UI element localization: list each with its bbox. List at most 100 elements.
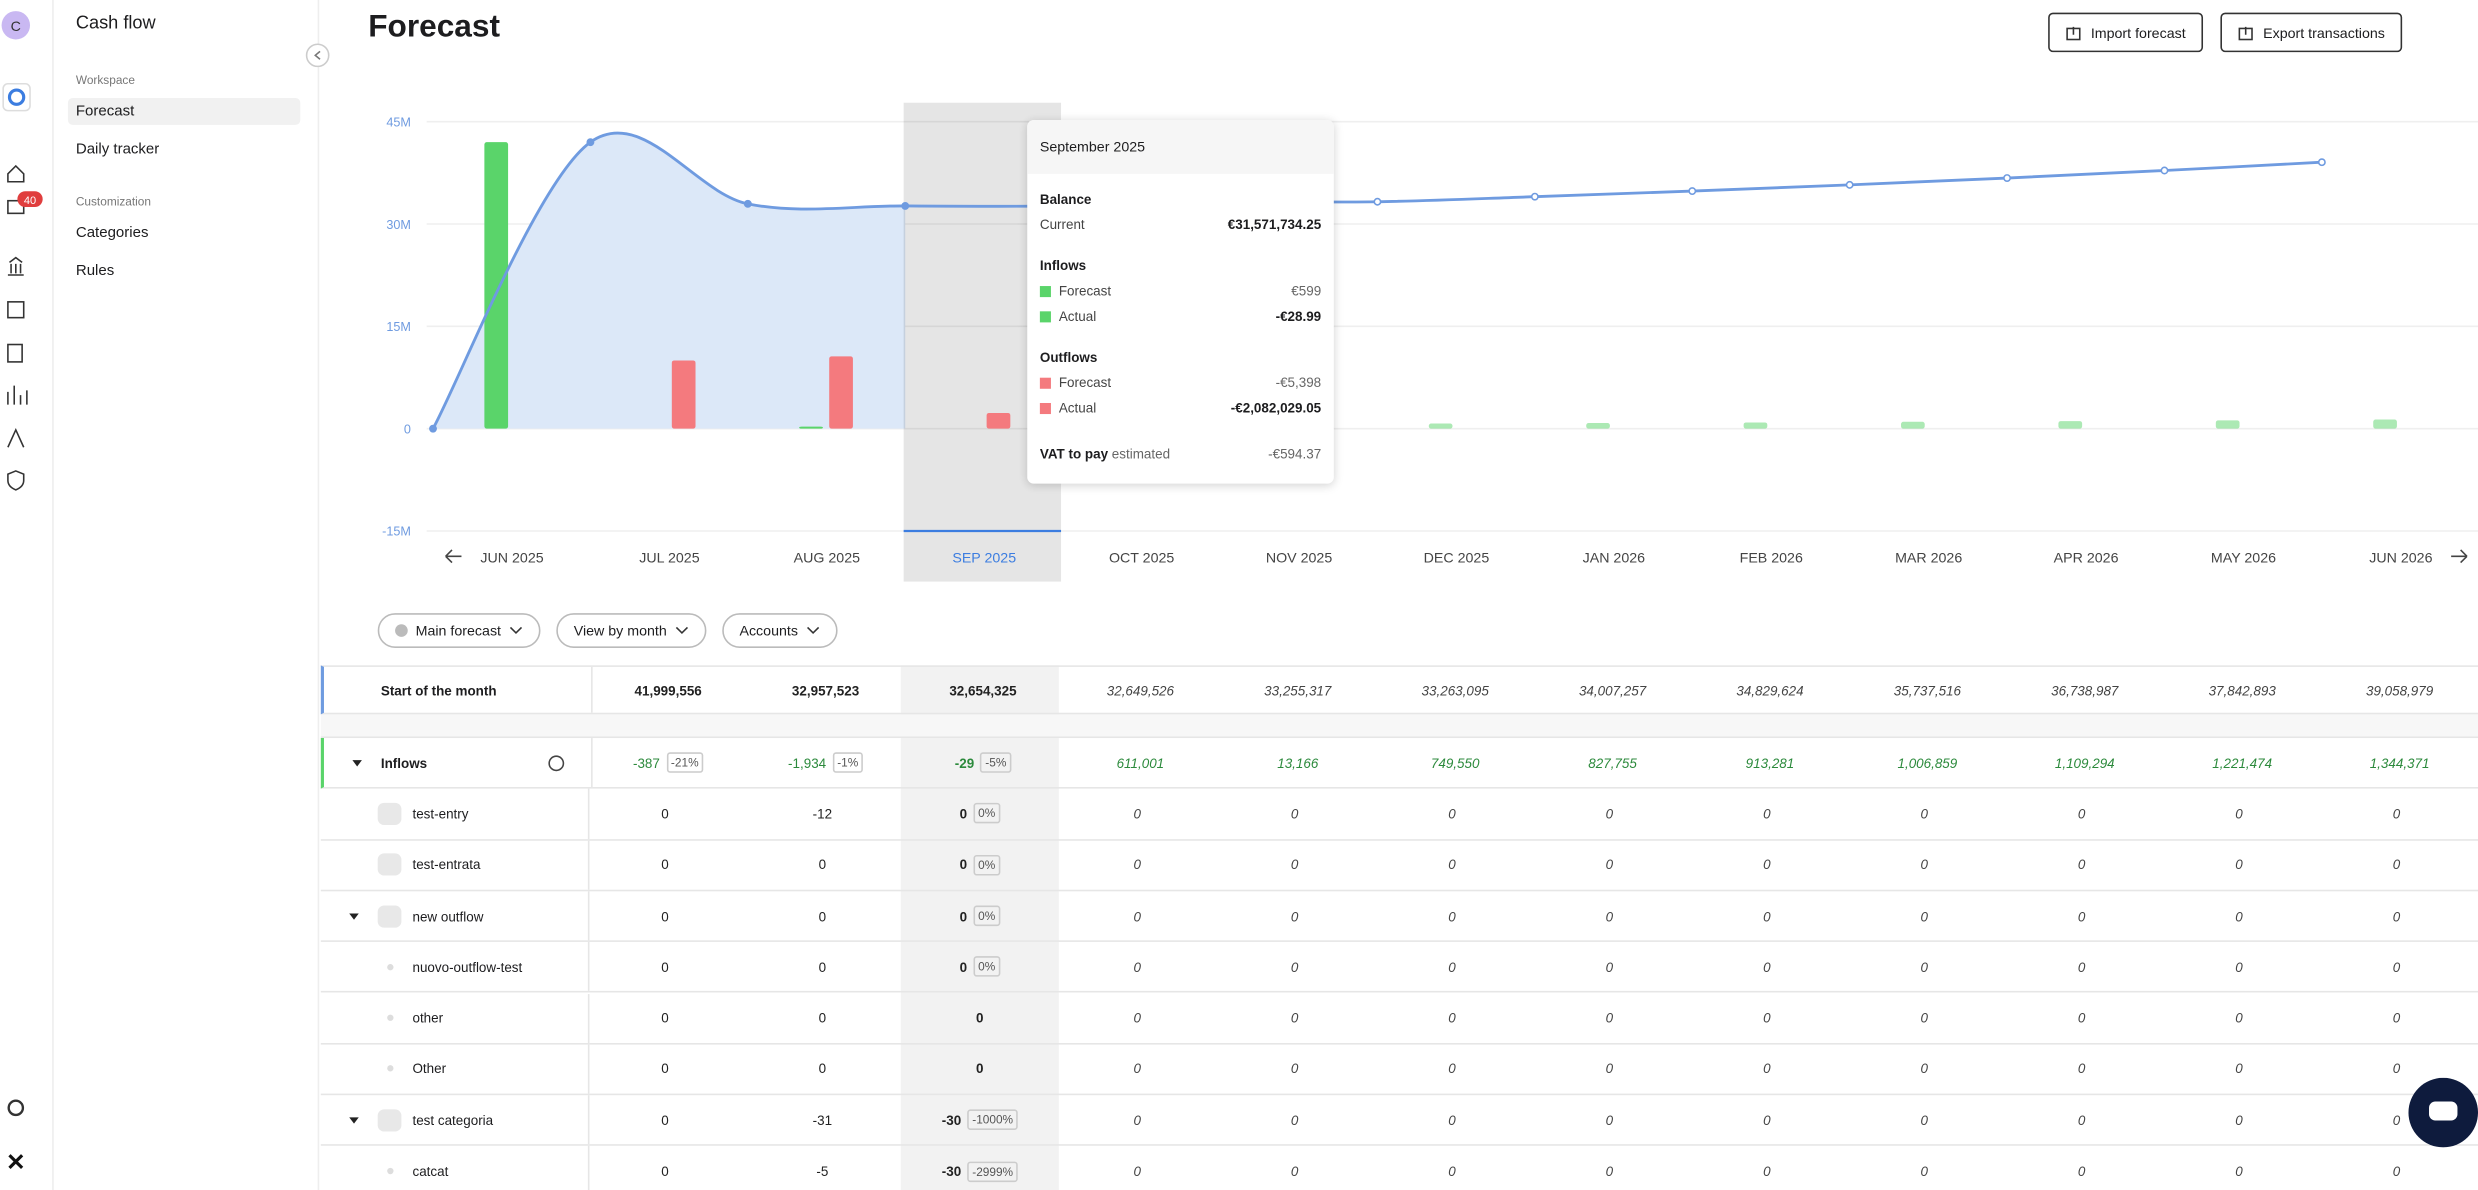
filter-pill[interactable]: Accounts xyxy=(722,613,838,648)
month-label[interactable]: AUG 2025 xyxy=(794,551,860,567)
collapse-button[interactable] xyxy=(305,43,330,68)
filter-pill[interactable]: View by month xyxy=(556,613,707,648)
table-cell: 0 xyxy=(1059,789,1216,838)
table-cell: 0 xyxy=(2160,789,2317,838)
table-cell: 35,737,516 xyxy=(1849,667,2006,713)
filter-pill[interactable]: Main forecast xyxy=(377,613,541,648)
chat-button[interactable] xyxy=(2408,1077,2478,1148)
table-cell: 0 xyxy=(2318,789,2475,838)
tooltip-row: Actual -€2,082,029.05 xyxy=(1039,400,1321,416)
shield-icon[interactable] xyxy=(7,470,25,491)
cell-value: 0 xyxy=(1605,1163,1614,1179)
people-icon[interactable] xyxy=(7,427,25,448)
cell-value: 0 xyxy=(1133,805,1141,822)
cell-value: 0 xyxy=(1920,959,1928,975)
cell-value: 32,957,523 xyxy=(791,681,860,698)
cell-value: 0 xyxy=(1133,856,1141,873)
row-label: test categoria xyxy=(412,1112,494,1128)
cell-value: 0 xyxy=(1920,1061,1928,1077)
month-label[interactable]: JAN 2026 xyxy=(1583,551,1646,567)
month-label[interactable]: SEP 2025 xyxy=(952,551,1016,567)
month-label[interactable]: JUN 2025 xyxy=(480,551,543,567)
cell-value: 0 xyxy=(1763,805,1771,822)
logo[interactable] xyxy=(2,82,31,112)
table-cell: 0 xyxy=(1846,1095,2003,1144)
table-cell: 0 xyxy=(1688,1044,1845,1093)
table-cell: 0 xyxy=(2160,1146,2317,1190)
cell-value: 0 xyxy=(1133,1061,1141,1077)
table-cell: -30 -1000% xyxy=(901,1095,1058,1144)
nav-item[interactable]: Categories xyxy=(75,224,149,242)
expand-toggle[interactable] xyxy=(349,912,359,920)
month-label[interactable]: DEC 2025 xyxy=(1424,551,1490,567)
month-label[interactable]: NOV 2025 xyxy=(1266,551,1332,567)
tooltip-row-value: €31,571,734.25 xyxy=(1227,216,1322,233)
table-cell: 0 xyxy=(1688,891,1845,940)
home-icon[interactable] xyxy=(7,164,25,183)
category-dot xyxy=(387,1014,394,1022)
gear-icon[interactable] xyxy=(548,754,565,771)
cell-value: 0 xyxy=(2392,1163,2401,1179)
bank-icon[interactable] xyxy=(7,256,24,276)
settings-icon[interactable] xyxy=(7,1099,25,1117)
building-icon[interactable] xyxy=(7,301,25,319)
month-label[interactable]: APR 2026 xyxy=(2054,551,2119,567)
expand-toggle[interactable] xyxy=(352,759,362,766)
nav-item[interactable]: Daily tracker xyxy=(75,140,160,159)
cell-value: 0 xyxy=(2077,1112,2086,1128)
inflows-bar xyxy=(799,426,823,429)
docs-icon[interactable] xyxy=(7,343,23,363)
table-cell: 41,999,556 xyxy=(589,667,746,713)
table-cell: 0 xyxy=(2160,993,2317,1042)
header-button[interactable]: Import forecast xyxy=(2048,12,2204,53)
cell-badge: -1% xyxy=(832,752,864,774)
cell-value: 0 xyxy=(661,1061,669,1077)
month-label[interactable]: JUN 2026 xyxy=(2369,551,2432,567)
cell-value: 0 xyxy=(1133,907,1141,924)
label-divider xyxy=(587,1095,590,1145)
table-cell: 0 xyxy=(1531,1146,1688,1190)
nav-item[interactable]: Rules xyxy=(75,262,115,280)
filter-label: Accounts xyxy=(739,622,798,639)
cell-badge: -21% xyxy=(666,752,704,774)
month-label[interactable]: MAY 2026 xyxy=(2211,551,2276,567)
month-label[interactable]: MAR 2026 xyxy=(1895,551,1962,567)
table-cell: 0 xyxy=(744,891,901,940)
table-cell: 0 xyxy=(1059,891,1216,940)
nav-item[interactable]: Forecast xyxy=(67,97,301,125)
cell-value: 0 xyxy=(2077,1163,2086,1179)
header-button[interactable]: Export transactions xyxy=(2220,12,2403,53)
avatar[interactable] xyxy=(1,11,31,40)
category-dot xyxy=(387,963,394,971)
icon-rail: C 40 xyxy=(0,0,54,1190)
cell-value: 0 xyxy=(1133,1112,1141,1128)
inbox-icon[interactable] xyxy=(7,199,25,215)
inflows-bar xyxy=(2215,420,2240,429)
table-cell: 0 0% xyxy=(901,840,1058,889)
table-cell: 0 xyxy=(586,840,743,889)
table-cell: -1,934 -1% xyxy=(747,738,904,787)
cell-value: 0 xyxy=(2392,1010,2401,1026)
cell-value: 0 xyxy=(1920,805,1928,822)
month-label[interactable]: JUL 2025 xyxy=(639,551,699,567)
cell-value: 32,654,325 xyxy=(949,681,1017,698)
cell-value: 0 xyxy=(959,959,968,975)
label-divider xyxy=(587,789,590,839)
cell-value: 0 xyxy=(1605,1010,1614,1026)
row-label: other xyxy=(412,1010,444,1026)
table-cell: 0 xyxy=(2160,840,2317,889)
label-divider xyxy=(587,840,590,890)
next-arrow[interactable] xyxy=(2451,549,2468,564)
balance-point xyxy=(2317,158,2326,167)
month-label[interactable]: OCT 2025 xyxy=(1109,551,1174,567)
prev-arrow[interactable] xyxy=(445,549,462,564)
expand-toggle[interactable] xyxy=(349,1116,359,1124)
cell-value: 1,109,294 xyxy=(2054,754,2115,771)
nav: Cash flow Workspace Forecast Daily tracker C… xyxy=(52,0,320,1190)
chart-icon[interactable] xyxy=(7,385,28,405)
table-cell: 0 xyxy=(1688,942,1845,991)
label-divider xyxy=(591,738,593,788)
month-label[interactable]: FEB 2026 xyxy=(1740,551,1803,567)
cell-value: 32,649,526 xyxy=(1106,681,1174,698)
cell-value: 0 xyxy=(1763,1163,1771,1179)
